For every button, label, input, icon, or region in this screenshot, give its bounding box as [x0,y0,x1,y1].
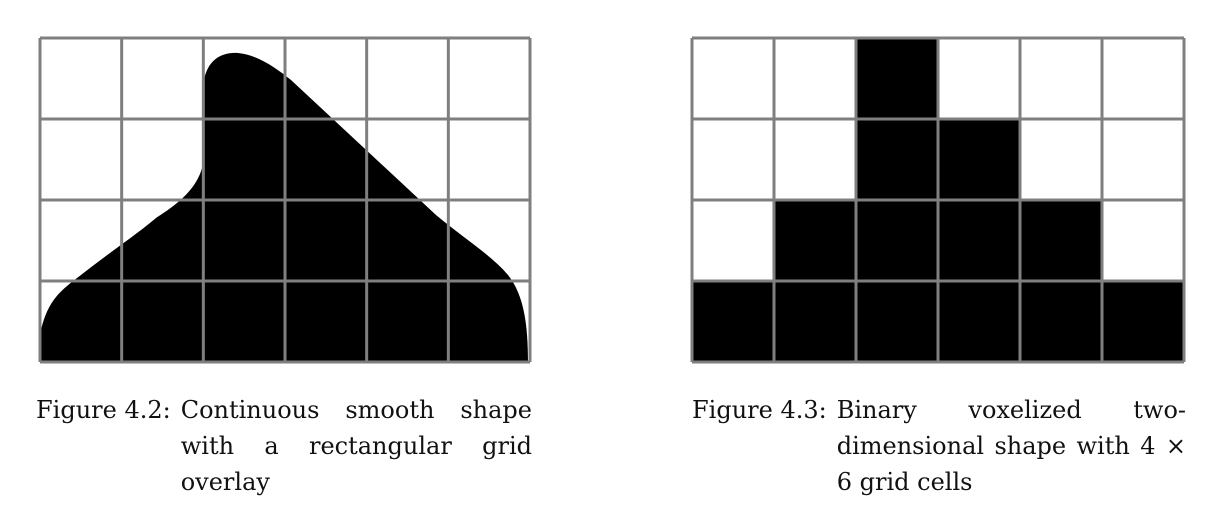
voxel-empty [692,200,774,281]
voxel-filled [1020,200,1102,281]
grid-overlay [38,36,532,364]
voxel-filled [1102,281,1184,362]
voxel-filled [1020,281,1102,362]
voxel-empty [1102,38,1184,119]
voxel-empty [774,38,856,119]
voxel-filled [774,200,856,281]
figure-label: Figure 4.3: [692,396,827,424]
figure-voxelized-shape [690,36,1186,364]
figure-4-2-caption: Figure 4.2: Continuous smooth shape with… [36,392,532,500]
voxel-filled [938,200,1020,281]
caption-text: Binary voxelized two-dimensional shape w… [836,396,1186,496]
figure-continuous-shape [38,36,532,364]
voxel-filled [774,281,856,362]
voxel-empty [1102,200,1184,281]
voxel-empty [1020,119,1102,200]
voxel-filled [938,281,1020,362]
voxel-empty [774,119,856,200]
voxel-filled [856,38,938,119]
voxel-empty [938,38,1020,119]
voxel-filled [938,119,1020,200]
voxel-empty [1020,38,1102,119]
voxel-empty [692,119,774,200]
voxel-empty [1102,119,1184,200]
grid-lines [690,36,1186,364]
figure-4-3-caption: Figure 4.3: Binary voxelized two-dimensi… [692,392,1186,500]
voxel-filled [856,200,938,281]
voxel-filled [856,281,938,362]
voxel-cells [692,38,1184,362]
caption-text: Continuous smooth shape with a rectangul… [180,396,532,496]
voxel-filled [692,281,774,362]
figure-label: Figure 4.2: [36,396,171,424]
voxel-filled [856,119,938,200]
voxel-empty [692,38,774,119]
